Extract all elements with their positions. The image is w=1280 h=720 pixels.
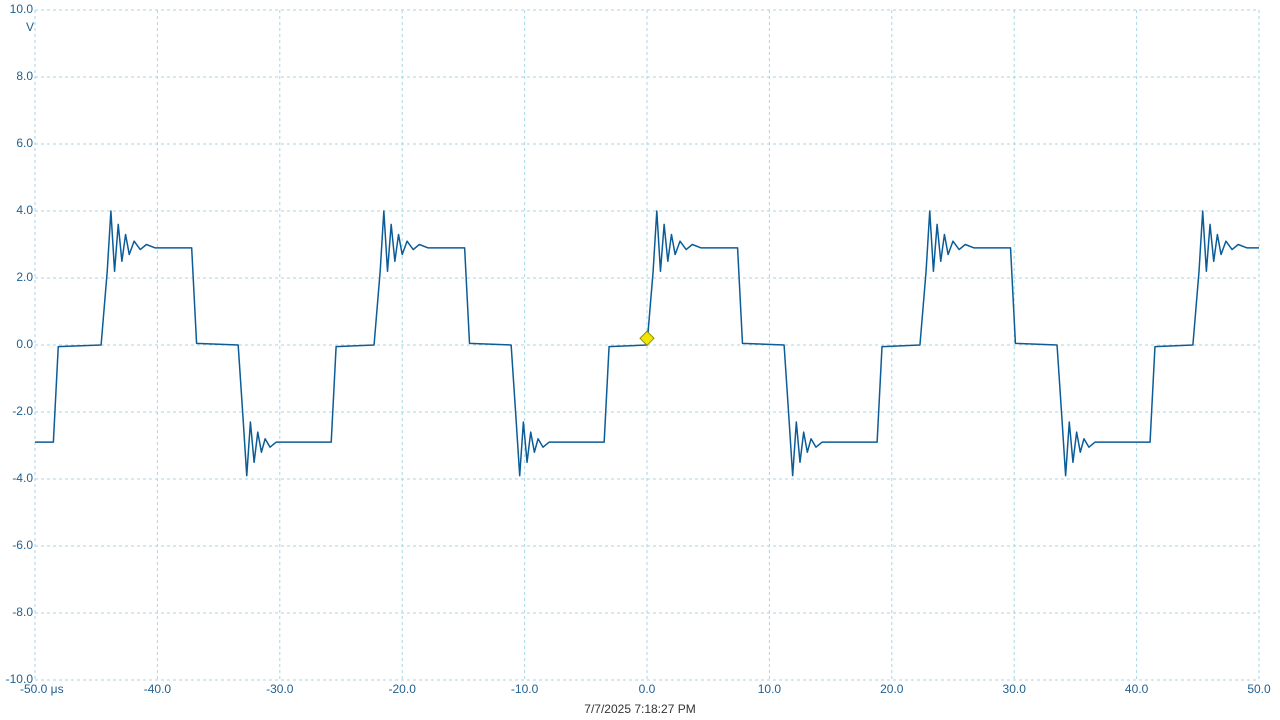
y-tick-label: -2.0 (12, 404, 33, 418)
x-tick-label: -20.0 (389, 682, 417, 696)
y-tick-label: -6.0 (12, 538, 33, 552)
y-tick-label: -10.0 (6, 672, 34, 686)
x-tick-label: 30.0 (1003, 682, 1027, 696)
waveform (35, 210, 1259, 477)
x-tick-label: 50.0 (1247, 682, 1271, 696)
timestamp: 7/7/2025 7:18:27 PM (584, 702, 695, 716)
x-tick-label: 10.0 (758, 682, 782, 696)
y-tick-label: 2.0 (16, 270, 33, 284)
y-tick-label: 4.0 (16, 203, 33, 217)
x-tick-label: -30.0 (266, 682, 294, 696)
y-unit: V (26, 20, 34, 34)
x-tick-label: 0.0 (639, 682, 656, 696)
x-tick-label: -50.0 μs (20, 682, 64, 696)
y-tick-label: -8.0 (12, 605, 33, 619)
x-tick-label: 20.0 (880, 682, 904, 696)
y-tick-label: 10.0 (10, 2, 34, 16)
x-tick-label: -40.0 (144, 682, 172, 696)
y-tick-label: -4.0 (12, 471, 33, 485)
x-tick-label: -10.0 (511, 682, 539, 696)
y-tick-label: 0.0 (16, 337, 33, 351)
y-tick-label: 6.0 (16, 136, 33, 150)
x-tick-label: 40.0 (1125, 682, 1149, 696)
y-tick-label: 8.0 (16, 69, 33, 83)
trigger-marker (639, 330, 655, 347)
